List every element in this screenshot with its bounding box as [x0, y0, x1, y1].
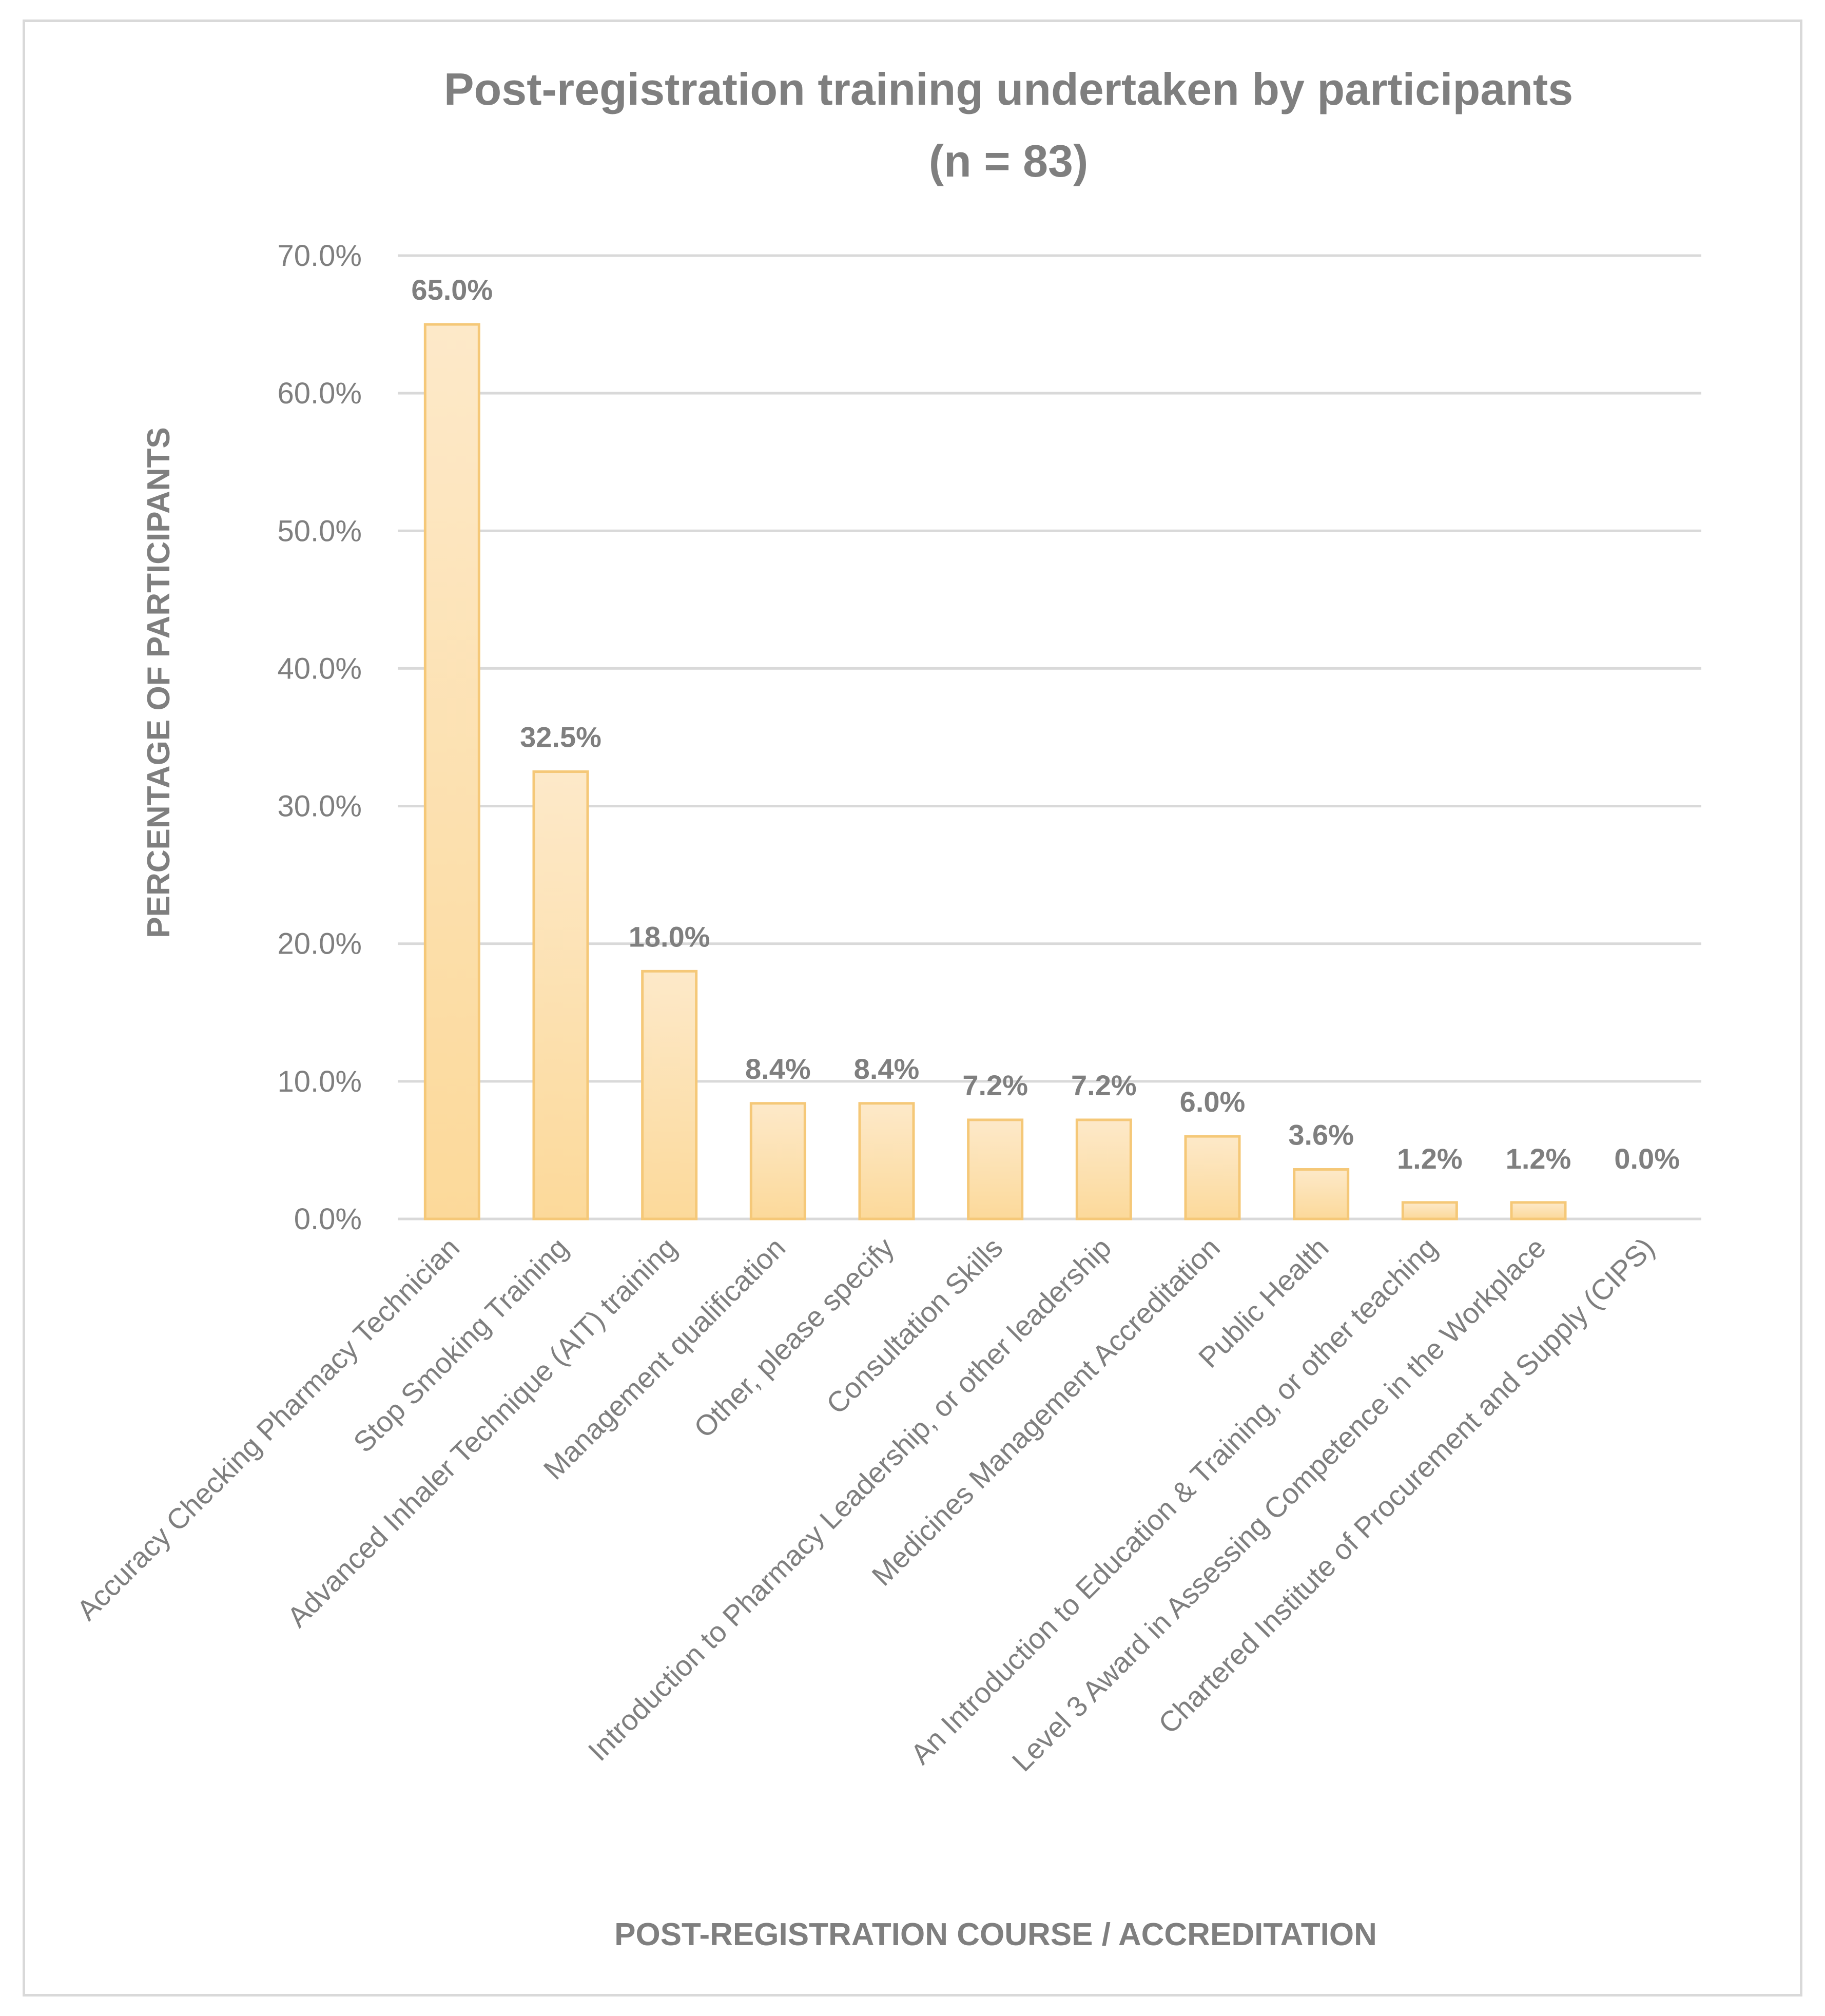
chart-title-line2: (n = 83) — [929, 135, 1089, 186]
x-tick-label: Stop Smoking Training — [347, 1231, 574, 1459]
chart-title-line1: Post-registration training undertaken by… — [444, 64, 1573, 114]
data-labels: 65.0% 32.5% 18.0% 8.4% 8.4% 7.2% 7.2% 6.0% 3.6% 1… — [411, 274, 1680, 1175]
bar — [1401, 1201, 1458, 1220]
x-tick-label: Level 3 Award in Assessing Competence in… — [1006, 1231, 1552, 1777]
bar — [1075, 1118, 1132, 1220]
data-label: 7.2% — [1071, 1069, 1137, 1101]
data-label: 1.2% — [1397, 1142, 1463, 1175]
bar — [858, 1102, 915, 1220]
bar — [532, 770, 589, 1220]
data-label: 65.0% — [411, 274, 493, 306]
data-label: 8.4% — [854, 1053, 920, 1085]
x-tick-label: Chartered Institute of Procurement and S… — [1152, 1231, 1661, 1740]
y-tick-label: 60.0% — [278, 377, 362, 410]
y-tick-label: 0.0% — [294, 1203, 362, 1236]
data-label: 0.0% — [1614, 1142, 1680, 1175]
chart-frame — [23, 20, 1802, 1996]
bars — [423, 323, 1567, 1220]
bar — [1510, 1201, 1567, 1220]
bar — [641, 970, 698, 1220]
y-axis-title: PERCENTAGE OF PARTICIPANTS — [141, 427, 177, 938]
y-tick-label: 10.0% — [278, 1065, 362, 1098]
data-label: 7.2% — [962, 1069, 1028, 1101]
x-tick-label: Consultation Skills — [820, 1231, 1009, 1420]
y-tick-label: 40.0% — [278, 652, 362, 685]
y-tick-label: 70.0% — [278, 239, 362, 273]
bar — [1184, 1135, 1241, 1220]
x-axis-title: POST-REGISTRATION COURSE / ACCREDITATION — [614, 1917, 1377, 1952]
bar — [749, 1102, 806, 1220]
x-tick-label: Introduction to Pharmacy Leadership, or … — [581, 1231, 1117, 1767]
data-label: 1.2% — [1506, 1142, 1571, 1175]
x-axis-ticks: Accuracy Checking Pharmacy TechnicianSto… — [70, 1231, 1660, 1777]
bar — [1293, 1168, 1350, 1220]
y-tick-label: 30.0% — [278, 790, 362, 823]
y-tick-label: 50.0% — [278, 514, 362, 548]
bar — [967, 1118, 1024, 1220]
x-tick-label: Other, please specify — [688, 1231, 900, 1444]
data-label: 18.0% — [629, 920, 710, 953]
data-label: 3.6% — [1288, 1118, 1354, 1151]
data-label: 32.5% — [520, 721, 601, 753]
y-axis-ticks: 0.0% 10.0% 20.0% 30.0% 40.0% 50.0% 60.0% 70.0% — [278, 239, 362, 1236]
x-tick-label: An Introduction to Education & Training,… — [904, 1231, 1444, 1771]
data-label: 8.4% — [745, 1053, 811, 1085]
bar — [423, 323, 480, 1220]
x-tick-label: Accuracy Checking Pharmacy Technician — [70, 1231, 465, 1626]
data-label: 6.0% — [1180, 1085, 1246, 1118]
y-tick-label: 20.0% — [278, 927, 362, 961]
gridlines — [398, 254, 1701, 1220]
x-tick-label: Advanced Inhaler Technique (AIT) trainin… — [281, 1231, 683, 1633]
